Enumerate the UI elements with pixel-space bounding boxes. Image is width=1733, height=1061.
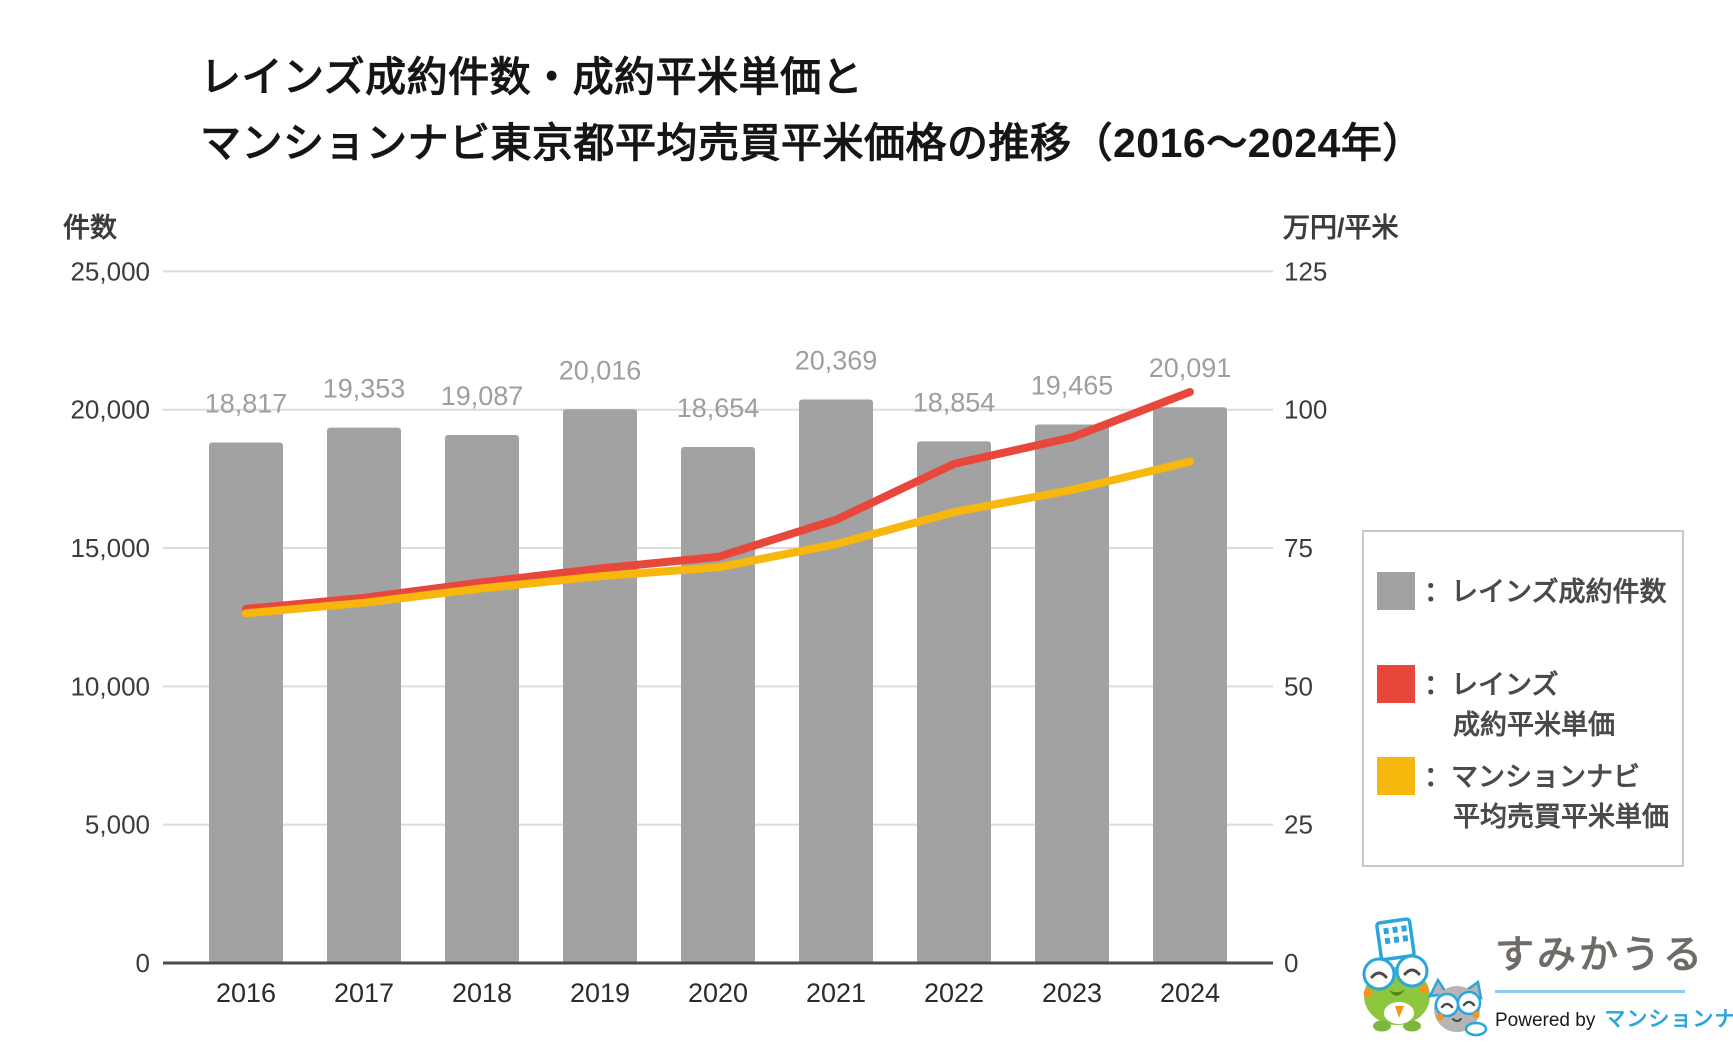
powered-by-row: Powered by マンションナビ <box>1495 1003 1733 1033</box>
sumikauru-logo: すみかうる Powered by マンションナビ <box>1352 910 1733 1055</box>
chart-title-line2: マンションナビ東京都平均売買平米価格の推移（2016〜2024年） <box>200 120 1424 166</box>
bar-value-label: 18,654 <box>677 393 760 423</box>
x-axis-label: 2020 <box>688 978 748 1008</box>
bar-value-label: 19,087 <box>441 381 524 411</box>
legend-label-line: ：マンションナビ <box>1424 762 1640 792</box>
legend-swatch <box>1377 665 1415 703</box>
x-axis-label: 2016 <box>216 978 276 1008</box>
right-axis-tick: 100 <box>1284 395 1327 425</box>
left-axis-tick: 0 <box>136 948 150 978</box>
legend-item: ：レインズ成約件数 <box>1377 572 1666 612</box>
x-axis-label: 2018 <box>452 978 512 1008</box>
powered-by-text: Powered by <box>1495 1010 1596 1031</box>
x-axis-label: 2017 <box>334 978 394 1008</box>
bar-value-label: 20,016 <box>559 355 642 385</box>
left-axis-tick: 20,000 <box>70 395 150 425</box>
bar-value-label: 19,465 <box>1031 371 1114 401</box>
right-axis-title: 万円/平米 <box>1283 213 1399 243</box>
x-axis-label: 2023 <box>1042 978 1102 1008</box>
mansion-navi-wordmark: マンションナビ <box>1604 1008 1733 1031</box>
bar-2016 <box>209 442 283 963</box>
left-axis-title: 件数 <box>63 213 118 243</box>
legend-swatch <box>1377 757 1415 795</box>
x-axis-label: 2024 <box>1160 978 1220 1008</box>
left-axis-tick: 10,000 <box>70 671 150 701</box>
logo-divider <box>1495 990 1685 993</box>
left-axis-tick: 5,000 <box>85 810 150 840</box>
legend-label-line: 平均売買平米単価 <box>1453 802 1669 832</box>
legend-label-line: ：レインズ <box>1424 670 1559 700</box>
right-axis-tick: 0 <box>1284 948 1298 978</box>
bar-2021 <box>799 399 873 964</box>
bar-value-label: 19,353 <box>323 374 406 404</box>
bar-2017 <box>327 427 401 963</box>
line-series-2 <box>242 457 1194 618</box>
right-axis-tick: 75 <box>1284 533 1313 563</box>
legend-label: ：レインズ成約件数 <box>1424 572 1666 612</box>
legend-swatch <box>1377 572 1415 610</box>
bar-value-label: 20,091 <box>1149 353 1232 383</box>
left-axis-tick: 15,000 <box>70 533 150 563</box>
legend-label-line: 成約平米単価 <box>1453 710 1615 740</box>
x-axis-label: 2021 <box>806 978 866 1008</box>
chart-legend: ：レインズ成約件数 ：レインズ成約平米単価 ：マンションナビ平均売買平米単価 <box>1362 530 1684 867</box>
bar-2020 <box>681 446 755 963</box>
x-axis-label: 2019 <box>570 978 630 1008</box>
chart-title-line1: レインズ成約件数・成約平米単価と <box>200 54 864 100</box>
bar-value-label: 18,854 <box>913 387 996 417</box>
chart-title: レインズ成約件数・成約平米単価と マンションナビ東京都平均売買平米価格の推移（2… <box>200 44 1424 176</box>
bar-value-label: 18,817 <box>205 388 288 418</box>
right-axis-tick: 125 <box>1284 256 1327 286</box>
brand-name: すみかうる <box>1495 934 1706 977</box>
legend-item: ：マンションナビ平均売買平米単価 <box>1377 757 1669 837</box>
left-axis-tick: 25,000 <box>70 256 150 286</box>
bar-2018 <box>445 434 519 963</box>
bar-2022 <box>917 441 991 963</box>
right-axis-tick: 25 <box>1284 810 1313 840</box>
legend-label: ：マンションナビ平均売買平米単価 <box>1424 757 1669 837</box>
legend-item: ：レインズ成約平米単価 <box>1377 665 1615 745</box>
legend-label-line: ：レインズ成約件数 <box>1424 577 1667 607</box>
bar-2019 <box>563 409 637 964</box>
logo-text-block: すみかうる Powered by マンションナビ <box>1495 924 1733 1033</box>
right-axis-tick: 50 <box>1284 671 1313 701</box>
x-axis-label: 2022 <box>924 978 984 1008</box>
bar-value-label: 20,369 <box>795 346 878 376</box>
bar-2024 <box>1153 407 1227 963</box>
mascot-frog-and-cat-icon <box>1362 917 1488 1037</box>
line-series-1 <box>242 388 1194 613</box>
legend-label: ：レインズ成約平米単価 <box>1424 665 1615 745</box>
bar-2023 <box>1035 424 1109 963</box>
